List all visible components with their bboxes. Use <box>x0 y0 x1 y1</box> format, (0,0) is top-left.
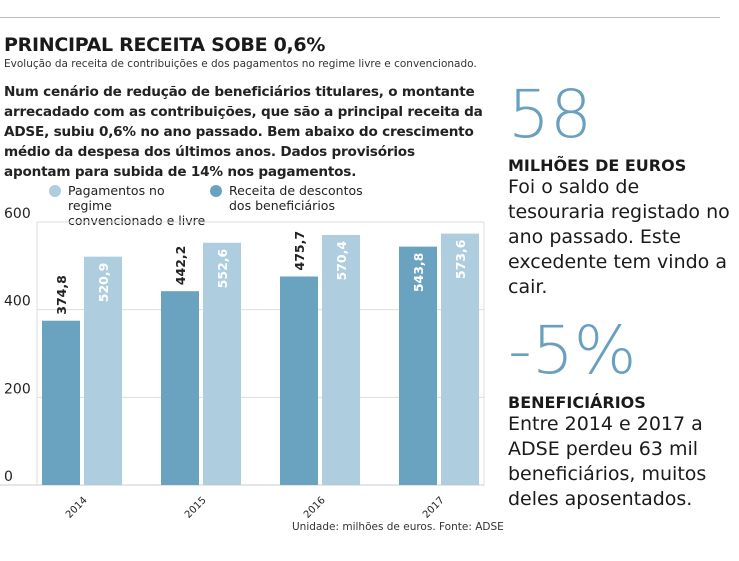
data-label: 573,6 <box>453 239 468 279</box>
legend-item-revenue: Receita de descontos dos beneficiários <box>210 183 369 213</box>
legend-item-payments: Pagamentos no regime convencionado e liv… <box>49 183 208 228</box>
bar-revenue-2014 <box>42 320 80 485</box>
bar-revenue-2015 <box>161 291 199 485</box>
top-rule <box>0 17 720 18</box>
y-tick-label: 200 <box>4 381 31 397</box>
y-tick-label: 0 <box>4 469 13 485</box>
chart-subtitle: Evolução da receita de contribuições e d… <box>4 58 477 70</box>
legend-label: Pagamentos no regime convencionado e liv… <box>68 183 206 228</box>
data-label: 552,6 <box>215 248 230 288</box>
y-tick-label: 400 <box>4 294 31 310</box>
data-label: 570,4 <box>334 241 349 281</box>
y-tick-label: 600 <box>4 206 31 222</box>
data-label: 543,8 <box>411 253 426 293</box>
bar-revenue-2017 <box>399 246 437 485</box>
fact-heading-1: MILHÕES DE EUROS <box>508 156 687 175</box>
legend-label: Receita de descontos dos beneficiários <box>229 183 363 213</box>
chart-title: PRINCIPAL RECEITA SOBE 0,6% <box>4 34 326 56</box>
intro-text: Num cenário de redução de beneficiários … <box>4 84 483 180</box>
x-tick-label: 2014 <box>64 495 90 521</box>
bar-payments-2016 <box>322 234 360 485</box>
x-tick-label: 2016 <box>302 495 328 521</box>
bar-payments-2015 <box>203 242 241 485</box>
x-tick-label: 2015 <box>183 495 209 521</box>
bar-revenue-2016 <box>280 276 318 485</box>
data-label: 475,7 <box>292 231 307 271</box>
bar-payments-2017 <box>441 233 479 485</box>
data-label: 442,2 <box>173 246 188 286</box>
fact-value-2: -5% <box>508 312 637 389</box>
legend-dot-dark <box>210 185 222 197</box>
x-tick-label: 2017 <box>421 495 447 521</box>
fact-text-1: Foi o saldo de tesouraria registado no a… <box>508 176 730 298</box>
fact-value-1: 58 <box>508 76 592 153</box>
data-label: 374,8 <box>54 275 69 315</box>
source-note: Unidade: milhões de euros. Fonte: ADSE <box>292 521 504 533</box>
data-label: 520,9 <box>96 263 111 303</box>
fact-heading-2: BENEFICIÁRIOS <box>508 393 646 412</box>
bar-payments-2014 <box>84 256 122 485</box>
legend-dot-light <box>49 185 61 197</box>
fact-text-2: Entre 2014 e 2017 a ADSE perdeu 63 mil b… <box>508 413 707 510</box>
